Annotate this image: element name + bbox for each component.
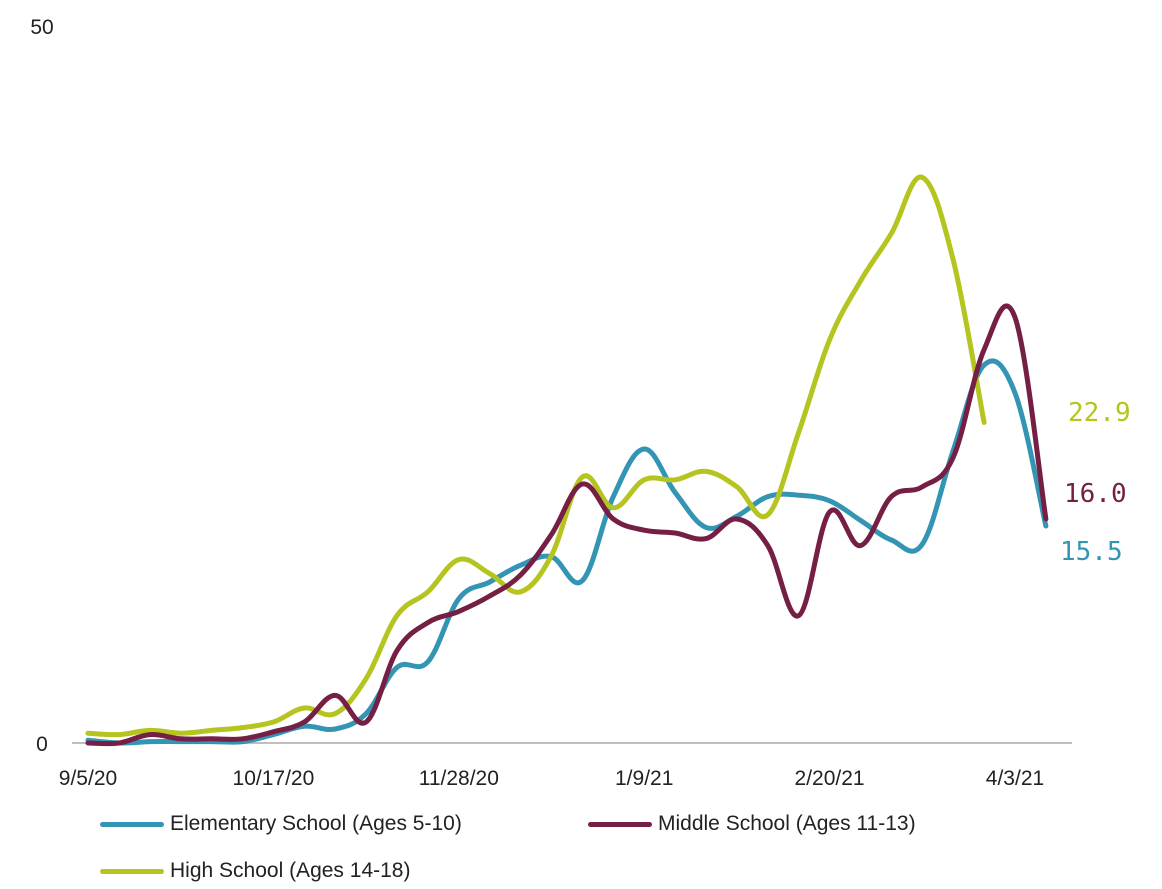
legend-item-high: High School (Ages 14-18) (100, 859, 410, 883)
x-tick-label: 11/28/20 (419, 767, 499, 790)
y-tick-label: 0 (36, 733, 48, 756)
end-value-labels: 15.5 16.0 22.9 (1060, 398, 1131, 567)
legend-label-middle: Middle School (Ages 11-13) (658, 812, 916, 835)
series-lines (85, 174, 1049, 747)
legend-swatch-high (100, 868, 164, 874)
legend-label-elementary: Elementary School (Ages 5-10) (170, 812, 462, 835)
legend-swatch-elementary (100, 821, 164, 827)
legend-item-elementary: Elementary School (Ages 5-10) (100, 812, 462, 836)
series-line-elementary (85, 358, 1049, 746)
x-tick-label: 4/3/21 (986, 767, 1044, 790)
x-tick-label: 2/20/21 (795, 767, 865, 790)
end-label-middle: 16.0 (1064, 479, 1127, 509)
series-line-high (85, 174, 987, 738)
legend-label-high: High School (Ages 14-18) (170, 859, 411, 882)
series-line-middle (85, 303, 1049, 747)
legend-item-middle: Middle School (Ages 11-13) (588, 812, 916, 836)
x-tick-label: 10/17/20 (233, 767, 315, 790)
legend-swatch-middle (588, 821, 652, 827)
end-label-elementary: 15.5 (1060, 537, 1123, 567)
y-tick-label: 50 (30, 16, 53, 39)
x-tick-labels: 9/5/20 10/17/20 11/28/20 1/9/21 2/20/21 4/3/2… (59, 767, 1044, 790)
x-tick-label: 9/5/20 (59, 767, 117, 790)
x-tick-label: 1/9/21 (615, 767, 673, 790)
y-tick-labels: 0 50 (30, 16, 53, 756)
end-label-high: 22.9 (1068, 398, 1131, 428)
